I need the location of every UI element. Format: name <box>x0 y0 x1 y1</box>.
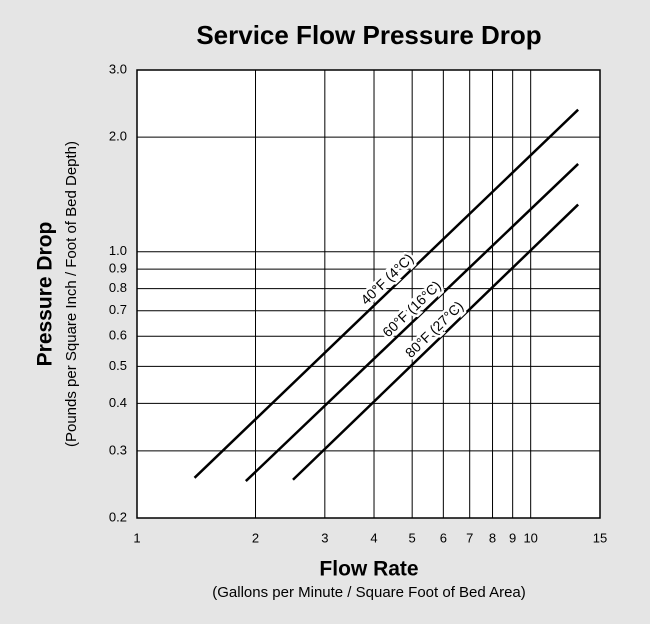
x-tick-label: 3 <box>321 530 328 545</box>
series-line <box>244 163 580 482</box>
y-tick-label: 2.0 <box>109 129 127 144</box>
y-tick-label: 0.8 <box>109 280 127 295</box>
x-axis-sublabel: (Gallons per Minute / Square Foot of Bed… <box>212 584 526 601</box>
y-tick-label: 0.6 <box>109 328 127 343</box>
x-tick-label: 15 <box>593 530 607 545</box>
x-tick-label: 6 <box>440 530 447 545</box>
x-tick-label: 8 <box>489 530 496 545</box>
y-tick-label: 0.7 <box>109 302 127 317</box>
y-tick-label: 1.0 <box>109 243 127 258</box>
chart-title: Service Flow Pressure Drop <box>196 20 541 50</box>
y-tick-label: 0.4 <box>109 395 127 410</box>
x-tick-label: 10 <box>523 530 537 545</box>
series-line <box>292 203 580 481</box>
y-tick-label: 0.3 <box>109 442 127 457</box>
x-tick-label: 7 <box>466 530 473 545</box>
x-tick-label: 1 <box>133 530 140 545</box>
x-tick-label: 4 <box>370 530 377 545</box>
x-tick-label: 2 <box>252 530 259 545</box>
y-tick-label: 3.0 <box>109 61 127 76</box>
y-tick-label: 0.2 <box>109 509 127 524</box>
x-tick-label: 5 <box>409 530 416 545</box>
y-tick-label: 0.5 <box>109 358 127 373</box>
series-line <box>193 108 580 479</box>
x-tick-label: 9 <box>509 530 516 545</box>
y-axis-label: Pressure Drop <box>34 222 57 367</box>
x-axis-label: Flow Rate <box>319 558 418 581</box>
plot-area <box>136 69 601 519</box>
y-axis-sublabel: (Pounds per Square Inch / Foot of Bed De… <box>63 141 80 447</box>
y-tick-label: 0.9 <box>109 261 127 276</box>
